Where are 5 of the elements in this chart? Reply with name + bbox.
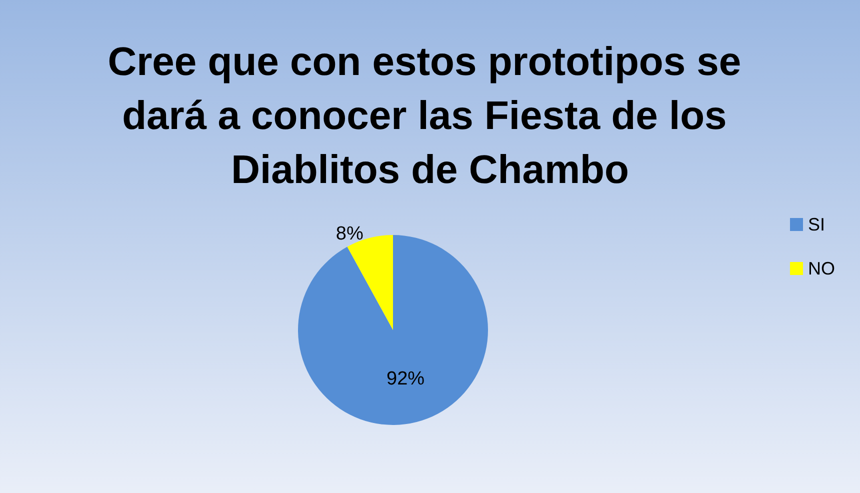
legend-label: SI	[808, 214, 826, 234]
data-label: 8%	[336, 224, 364, 245]
chart-title: Cree que con estos prototipos se dará a conocer las Fiesta de los Diablitos de Chambo	[108, 40, 752, 192]
legend-label: NO	[808, 258, 835, 278]
data-label: 92%	[386, 368, 425, 390]
